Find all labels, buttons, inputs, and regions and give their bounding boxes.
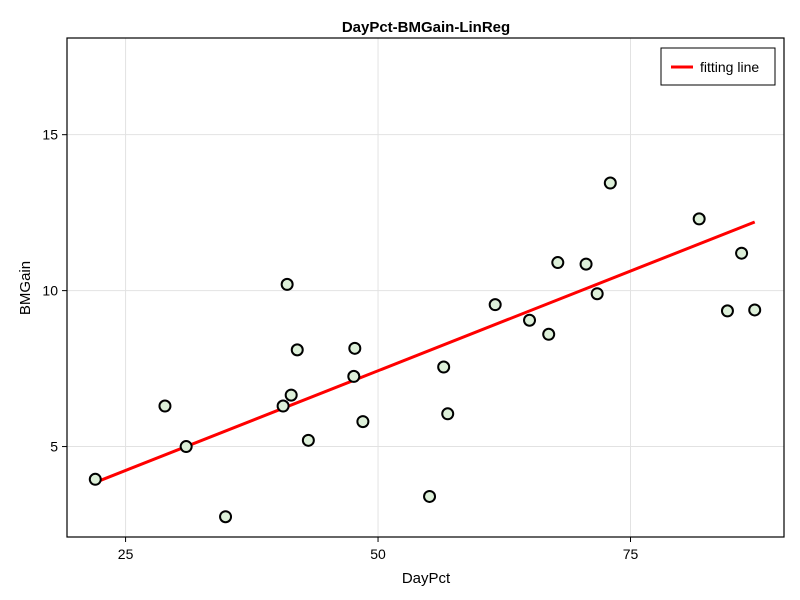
legend: fitting line [660,47,776,86]
data-point [692,212,706,226]
y-axis-label: BMGain [17,261,34,315]
y-tick-label: 10 [42,283,58,299]
data-point [603,176,617,190]
axis-ticks: 25 50 75 5 10 15 [42,127,638,562]
x-tick-label: 25 [118,546,134,562]
x-tick-label: 50 [370,546,386,562]
data-point [437,360,451,374]
data-point [356,415,370,429]
data-point [348,341,362,355]
data-point [579,257,593,271]
data-point [179,440,193,454]
data-point [441,407,455,421]
x-tick-label: 75 [623,546,639,562]
data-point [158,399,172,413]
data-point [276,399,290,413]
data-point [748,303,762,317]
x-axis-label: DayPct [402,570,451,587]
data-point [720,304,734,318]
data-point [423,489,437,503]
data-points [88,176,762,524]
data-point [542,327,556,341]
chart-title: DayPct-BMGain-LinReg [342,19,510,36]
data-point [347,369,361,383]
data-point [735,246,749,260]
data-point [590,287,604,301]
fitting-line [94,220,756,484]
y-tick-label: 15 [42,127,58,143]
data-point [290,343,304,357]
data-point [88,472,102,486]
y-tick-label: 5 [50,439,58,455]
data-point [301,433,315,447]
plot-frame [66,37,785,538]
data-point [488,298,502,312]
data-point [523,313,537,327]
data-point [284,388,298,402]
fitting-line-layer [94,220,756,484]
data-point [280,277,294,291]
data-point [219,510,233,524]
data-point [551,256,565,270]
legend-label-fitting-line: fitting line [700,59,759,75]
